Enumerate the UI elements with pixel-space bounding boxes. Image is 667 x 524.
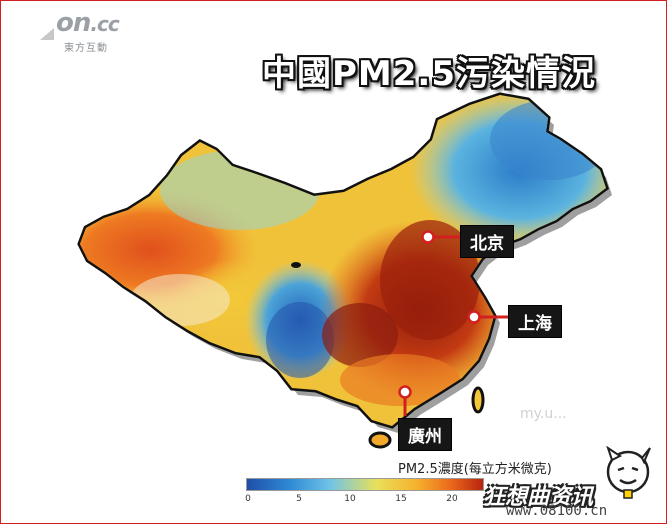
legend-tick: 0 xyxy=(245,494,251,504)
map-title: 中國PM2.5污染情況 xyxy=(262,54,596,94)
legend-tick: 5 xyxy=(296,494,302,504)
faint-watermark: my.u... xyxy=(520,406,567,422)
pm25-concentration-layer xyxy=(80,95,606,426)
beijing-marker-icon xyxy=(421,230,435,244)
legend-tick: 20 xyxy=(446,494,458,504)
watermark-url: www.08100.cn xyxy=(506,503,608,519)
taiwan-island xyxy=(471,386,485,414)
legend-tick: 15 xyxy=(395,494,407,504)
city-connectors xyxy=(398,230,508,416)
logo-triangle-icon xyxy=(40,28,54,40)
logo-text: on.cc xyxy=(56,8,120,38)
logo-subtext: 東方互動 xyxy=(64,43,108,54)
lake-mark xyxy=(291,262,301,268)
legend-color-bar xyxy=(246,478,484,491)
legend-title: PM2.5濃度(每立方米微克) xyxy=(398,462,552,477)
shanghai-marker-icon xyxy=(467,310,481,324)
guangzhou-marker-icon xyxy=(398,385,412,399)
legend-tick: 10 xyxy=(344,494,356,504)
hainan-island xyxy=(368,431,392,449)
city-label-shanghai: 上海 xyxy=(508,305,562,338)
city-label-beijing: 北京 xyxy=(460,225,514,258)
city-label-guangzhou: 廣州 xyxy=(398,418,452,451)
oncc-logo: on.cc 東方互動 xyxy=(36,8,126,54)
mascot-icon xyxy=(606,446,651,499)
watermark-brand: 狂想曲资讯 xyxy=(483,485,594,510)
